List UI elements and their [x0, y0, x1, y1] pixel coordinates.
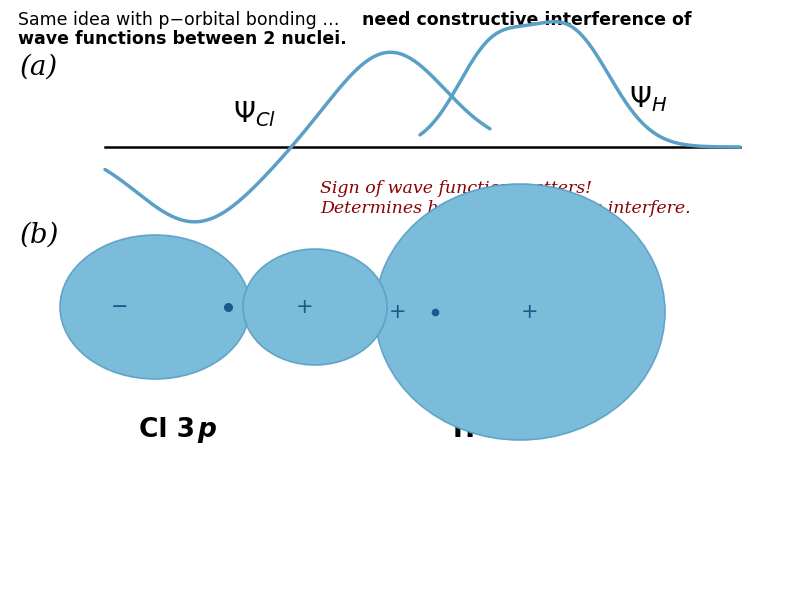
- Ellipse shape: [267, 268, 363, 346]
- Text: $\mathit{\Psi}_{H}$: $\mathit{\Psi}_{H}$: [629, 84, 667, 114]
- Ellipse shape: [462, 261, 578, 363]
- Ellipse shape: [310, 303, 320, 311]
- Text: Determines how wave functions interfere.: Determines how wave functions interfere.: [320, 200, 691, 217]
- Ellipse shape: [86, 254, 225, 360]
- Ellipse shape: [291, 288, 339, 326]
- Ellipse shape: [92, 259, 219, 355]
- Ellipse shape: [472, 269, 569, 355]
- Ellipse shape: [375, 184, 665, 440]
- Ellipse shape: [117, 278, 193, 336]
- Text: Same idea with p−orbital bonding …: Same idea with p−orbital bonding …: [18, 11, 340, 29]
- Ellipse shape: [404, 209, 636, 414]
- Ellipse shape: [443, 244, 597, 380]
- Ellipse shape: [98, 264, 212, 350]
- Ellipse shape: [501, 295, 539, 329]
- Text: H 1: H 1: [453, 417, 503, 443]
- Ellipse shape: [60, 235, 250, 379]
- Ellipse shape: [394, 201, 645, 423]
- Ellipse shape: [281, 280, 348, 334]
- Ellipse shape: [248, 253, 383, 361]
- Ellipse shape: [124, 283, 187, 331]
- Text: need constructive interference of: need constructive interference of: [356, 11, 691, 29]
- Ellipse shape: [79, 250, 231, 365]
- Ellipse shape: [301, 296, 329, 319]
- Ellipse shape: [276, 276, 353, 338]
- Ellipse shape: [143, 297, 168, 316]
- Ellipse shape: [130, 288, 181, 326]
- Ellipse shape: [73, 245, 238, 370]
- Ellipse shape: [510, 304, 530, 321]
- Text: (a): (a): [20, 54, 59, 81]
- Text: +: +: [389, 302, 407, 322]
- Ellipse shape: [286, 284, 344, 330]
- Ellipse shape: [111, 274, 200, 341]
- Text: wave functions between 2 nuclei.: wave functions between 2 nuclei.: [18, 30, 347, 48]
- Ellipse shape: [272, 272, 358, 341]
- Text: (b): (b): [20, 222, 59, 249]
- Ellipse shape: [491, 286, 549, 338]
- Text: −: −: [111, 297, 129, 317]
- Text: p: p: [197, 417, 216, 443]
- Ellipse shape: [253, 256, 378, 357]
- Text: Sign of wave function matters!: Sign of wave function matters!: [320, 180, 592, 197]
- Ellipse shape: [385, 193, 655, 431]
- Ellipse shape: [295, 291, 334, 323]
- Ellipse shape: [306, 299, 325, 315]
- Ellipse shape: [257, 261, 372, 353]
- Ellipse shape: [136, 293, 174, 321]
- Ellipse shape: [424, 226, 617, 397]
- Ellipse shape: [262, 264, 367, 349]
- Text: $\mathit{\Psi}_{Cl}$: $\mathit{\Psi}_{Cl}$: [234, 99, 276, 129]
- Text: s: s: [505, 417, 521, 443]
- Ellipse shape: [105, 269, 206, 345]
- Ellipse shape: [149, 302, 162, 312]
- Text: Cl 3: Cl 3: [139, 417, 195, 443]
- Ellipse shape: [67, 240, 244, 374]
- Text: +: +: [521, 302, 539, 322]
- Ellipse shape: [433, 235, 607, 389]
- Ellipse shape: [413, 218, 626, 406]
- Ellipse shape: [243, 249, 387, 365]
- Ellipse shape: [482, 278, 558, 346]
- Text: +: +: [296, 297, 314, 317]
- Ellipse shape: [452, 252, 588, 371]
